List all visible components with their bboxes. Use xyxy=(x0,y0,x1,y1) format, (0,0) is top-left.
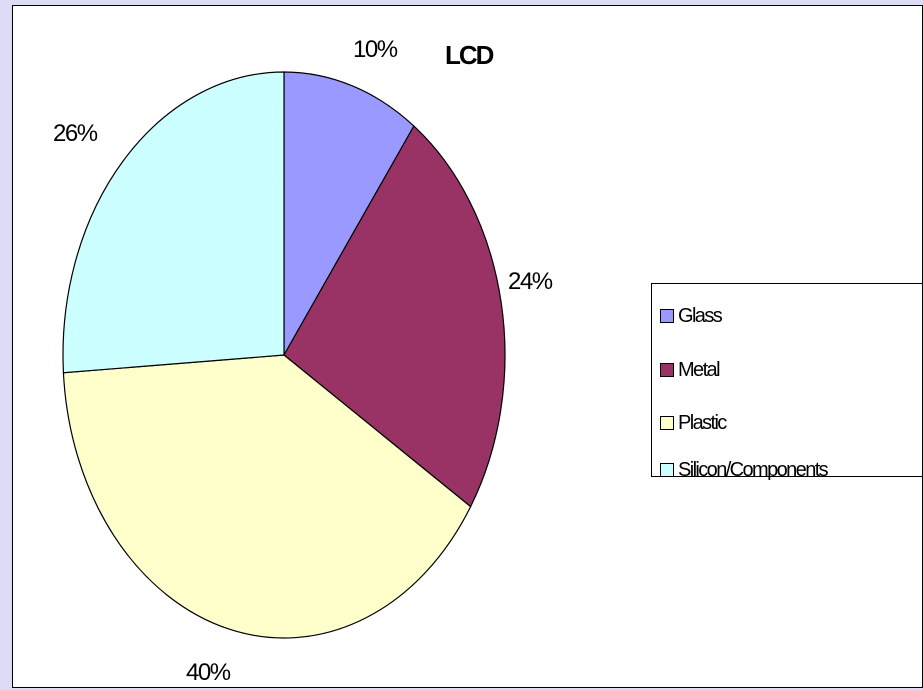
legend-item-metal: Metal xyxy=(660,358,721,382)
legend-swatch-glass xyxy=(660,309,674,323)
data-label-silicon-components: 26% xyxy=(53,120,98,147)
pie-slice-metal xyxy=(283,125,506,508)
data-label-glass: 10% xyxy=(353,36,398,63)
legend-label-plastic: Plastic xyxy=(678,411,727,434)
chart-title: LCD xyxy=(445,40,494,70)
legend-item-silicon-components: Silicon/Components xyxy=(660,458,829,482)
chart-area: LCD 10% 24% 40% 26% Glass Metal Plastic … xyxy=(12,5,923,688)
pie-slice-silicon-components xyxy=(62,71,285,374)
legend-swatch-silicon-components xyxy=(660,463,674,477)
pie-chart: LCD 10% 24% 40% 26% xyxy=(53,36,554,686)
legend-label-metal: Metal xyxy=(678,358,721,381)
data-label-metal: 24% xyxy=(508,268,553,295)
data-label-plastic: 40% xyxy=(186,659,231,686)
pie-slice-plastic xyxy=(62,354,472,639)
legend-label-glass: Glass xyxy=(678,304,723,327)
pie-slices xyxy=(62,71,506,639)
legend-swatch-metal xyxy=(660,363,674,377)
legend-swatch-plastic xyxy=(660,416,674,430)
legend-item-plastic: Plastic xyxy=(660,411,727,435)
legend: Glass Metal Plastic Silicon/Components xyxy=(651,283,923,481)
legend-item-glass: Glass xyxy=(660,304,723,328)
pie-slice-glass xyxy=(283,71,415,358)
legend-label-silicon-components: Silicon/Components xyxy=(678,458,829,481)
